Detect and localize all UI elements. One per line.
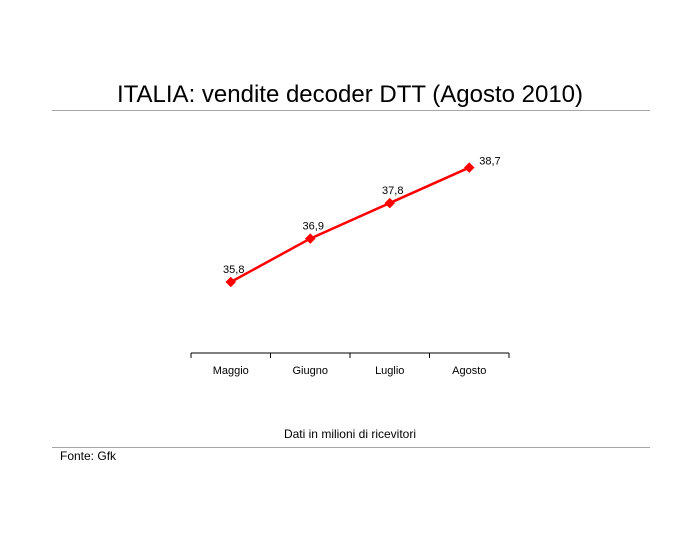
x-tick-label: Maggio [213, 365, 249, 377]
series-layer: 35,8 36,9 37,8 38,7 [223, 156, 501, 288]
footer-divider [52, 447, 650, 448]
data-label: 35,8 [223, 264, 244, 276]
data-point-marker [225, 276, 237, 288]
x-axis: Maggio Giugno Luglio Agosto [190, 352, 510, 377]
chart-note: Dati in milioni di ricevitori [283, 427, 417, 441]
data-point-marker [384, 197, 396, 209]
chart-title: ITALIA: vendite decoder DTT (Agosto 2010… [116, 81, 584, 108]
data-label: 37,8 [382, 185, 403, 197]
data-point-marker [463, 162, 475, 173]
data-point-marker [304, 233, 316, 244]
x-tick-label: Luglio [375, 365, 404, 377]
data-label: 38,7 [479, 156, 500, 168]
series-line [230, 166, 470, 284]
source-label: Fonte: Gfk [60, 449, 117, 463]
data-label: 36,9 [303, 221, 324, 233]
x-tick-label: Agosto [452, 365, 486, 377]
title-divider [52, 110, 650, 111]
x-tick-label: Giugno [293, 365, 328, 377]
